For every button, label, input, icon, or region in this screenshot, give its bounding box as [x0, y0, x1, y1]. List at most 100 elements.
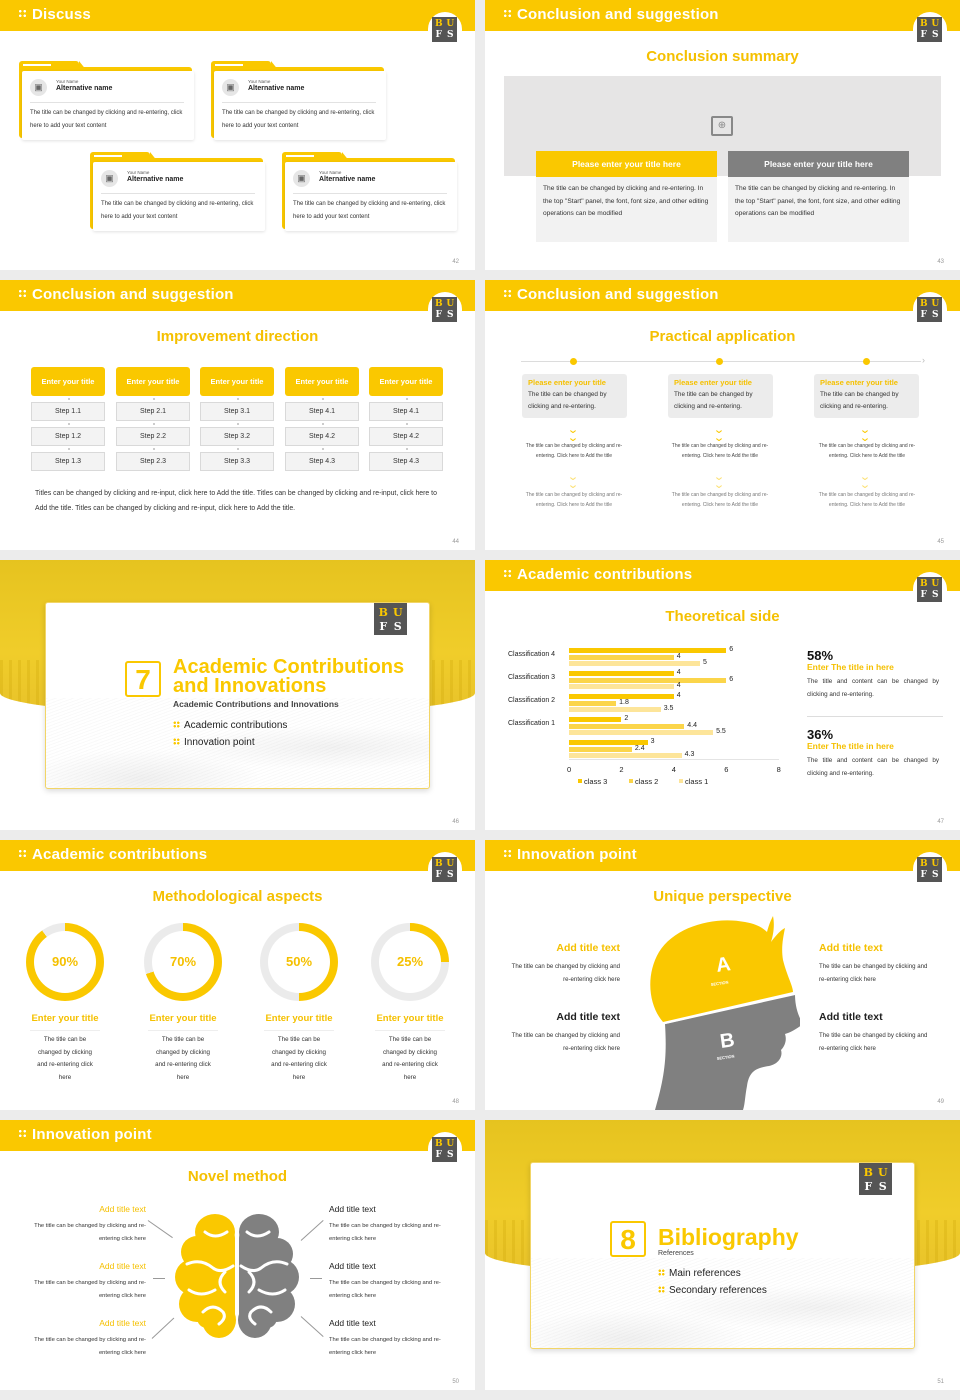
divider: [375, 1030, 445, 1031]
bar-value-label: 4: [676, 692, 681, 699]
practical-box-text: The title can be changed by clicking and…: [820, 391, 899, 410]
profile-card[interactable]: ▣ Your Name Alternative name The title c…: [211, 61, 386, 140]
slide-subtitle: Conclusion summary: [646, 48, 799, 65]
bar-value-label: 4.4: [687, 721, 697, 729]
dots-icon: [503, 289, 512, 298]
column-title[interactable]: Enter your title: [285, 367, 359, 396]
bullet-item[interactable]: Academic contributions: [173, 720, 287, 731]
slide-header: Discuss: [0, 0, 475, 31]
summary-box-title: Please enter your title here: [728, 151, 909, 177]
dots-icon: [18, 9, 27, 18]
item-title[interactable]: Add title text: [819, 942, 883, 954]
bullet-item[interactable]: Secondary references: [658, 1285, 767, 1296]
item-title[interactable]: Add title text: [556, 942, 620, 954]
card-name: Your Name: [56, 79, 79, 84]
header-title: Innovation point: [517, 846, 637, 863]
step-box[interactable]: Step 2.3: [116, 448, 190, 471]
column-title[interactable]: Enter your title: [31, 367, 105, 396]
item-text: The title can be changed by clicking and…: [34, 1280, 146, 1299]
profile-card[interactable]: ▣ Your Name Alternative name The title c…: [282, 152, 457, 231]
item-title[interactable]: Add title text: [99, 1204, 146, 1214]
section-title: Bibliography: [658, 1224, 799, 1250]
slide-header: Academic contributions: [0, 840, 475, 871]
column-title[interactable]: Enter your title: [116, 367, 190, 396]
practical-box-title[interactable]: Please enter your title: [674, 378, 752, 387]
slide-subtitle: Improvement direction: [156, 328, 319, 345]
item-text: The title can be changed by clicking and…: [329, 1223, 441, 1242]
column-title[interactable]: Enter your title: [200, 367, 274, 396]
donut-text: The title can be changed by clicking and…: [271, 1036, 327, 1081]
donut-title[interactable]: Enter your title: [376, 1013, 444, 1024]
bar-value-label: 4.3: [684, 751, 695, 759]
item-title[interactable]: Add title text: [329, 1261, 376, 1271]
step-box[interactable]: Step 1.3: [31, 448, 105, 471]
image-placeholder-icon[interactable]: ▣: [30, 79, 47, 96]
step-box[interactable]: Step 4.3: [369, 448, 443, 471]
image-placeholder-icon[interactable]: ▣: [293, 170, 310, 187]
chevron-down-icon: ⌄ ⌄: [567, 424, 579, 444]
section-title: Academic Contributions: [173, 656, 405, 678]
dots-icon: [18, 849, 27, 858]
connector-line: [300, 1316, 324, 1337]
column-title[interactable]: Enter your title: [369, 367, 443, 396]
page-number: 44: [452, 539, 459, 545]
bar-value-label: 4: [676, 652, 681, 660]
slide-header: Innovation point: [485, 840, 960, 871]
step-box[interactable]: Step 2.1: [116, 398, 190, 421]
step-box[interactable]: Step 1.1: [31, 398, 105, 421]
stat-title[interactable]: Enter The title in here: [807, 741, 894, 751]
step-box[interactable]: Step 4.1: [285, 398, 359, 421]
step-box[interactable]: Step 4.2: [285, 423, 359, 446]
item-title[interactable]: Add title text: [329, 1204, 376, 1214]
donut-title[interactable]: Enter your title: [265, 1013, 333, 1024]
profile-card[interactable]: ▣ Your Name Alternative name The title c…: [19, 61, 194, 140]
item-title[interactable]: Add title text: [556, 1011, 620, 1023]
item-title[interactable]: Add title text: [99, 1261, 146, 1271]
step-box[interactable]: Step 3.2: [200, 423, 274, 446]
step-box[interactable]: Step 3.3: [200, 448, 274, 471]
chevron-down-icon: ⌄ ⌄: [713, 424, 725, 444]
item-title[interactable]: Add title text: [819, 1011, 883, 1023]
item-title[interactable]: Add title text: [99, 1318, 146, 1328]
dots-icon: [503, 9, 512, 18]
step-box[interactable]: Step 1.2: [31, 423, 105, 446]
page-number: 47: [937, 819, 944, 825]
step-box[interactable]: Step 4.1: [369, 398, 443, 421]
donut-title[interactable]: Enter your title: [149, 1013, 217, 1024]
bullet-item[interactable]: Innovation point: [173, 737, 255, 748]
image-placeholder-icon[interactable]: ▣: [101, 170, 118, 187]
step-box[interactable]: Step 2.2: [116, 423, 190, 446]
practical-box-title[interactable]: Please enter your title: [820, 378, 898, 387]
step-box[interactable]: Step 4.3: [285, 448, 359, 471]
step-box[interactable]: Step 4.2: [369, 423, 443, 446]
profile-card[interactable]: ▣ Your Name Alternative name The title c…: [90, 152, 265, 231]
card-text: The title can be changed by clicking and…: [222, 110, 375, 129]
image-placeholder-icon[interactable]: ▣: [222, 79, 239, 96]
legend-item: class 2: [629, 777, 658, 786]
practical-box-title[interactable]: Please enter your title: [528, 378, 606, 387]
summary-box-text: The title can be changed by clicking and…: [735, 185, 901, 217]
bullet-item[interactable]: Main references: [658, 1268, 741, 1279]
bar-value-label: 4: [676, 682, 681, 690]
add-image-icon[interactable]: ⊕: [711, 116, 733, 136]
donut-title[interactable]: Enter your title: [31, 1013, 99, 1024]
step-box[interactable]: Step 3.1: [200, 398, 274, 421]
section-subtitle: References: [658, 1250, 694, 1257]
donut-text: The title can be changed by clicking and…: [155, 1036, 211, 1081]
card-text: The title can be changed by clicking and…: [101, 201, 254, 220]
stat-title[interactable]: Enter The title in here: [807, 662, 894, 672]
item-title[interactable]: Add title text: [329, 1318, 376, 1328]
